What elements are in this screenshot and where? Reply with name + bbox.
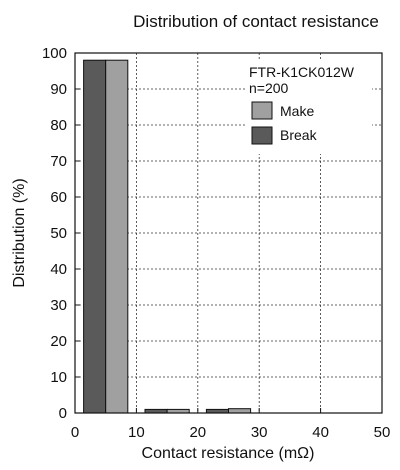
y-tick-label: 80 [50, 117, 67, 134]
y-tick-label: 0 [59, 405, 67, 422]
x-tick-label: 40 [312, 424, 329, 441]
y-tick-label: 100 [42, 45, 67, 62]
y-tick-label: 20 [50, 333, 67, 350]
legend-label-break: Break [280, 127, 318, 143]
x-tick-label: 50 [374, 424, 391, 441]
legend-part-number: FTR-K1CK012W [249, 64, 355, 80]
x-tick-label: 0 [71, 424, 79, 441]
bar-make [105, 59, 129, 414]
chart-title: Distribution of contact resistance [133, 12, 379, 31]
y-tick-label: 30 [50, 297, 67, 314]
bar-break [83, 59, 107, 414]
x-tick-label: 20 [189, 424, 206, 441]
bars [83, 59, 252, 414]
y-tick-label: 70 [50, 153, 67, 170]
y-tick-label: 90 [50, 81, 67, 98]
legend-swatch-make [251, 101, 273, 120]
y-tick-label: 10 [50, 369, 67, 386]
y-tick-label: 50 [50, 225, 67, 242]
bar-make [228, 408, 252, 414]
y-tick-label: 60 [50, 189, 67, 206]
y-axis-label: Distribution (%) [11, 178, 28, 287]
legend: FTR-K1CK012W n=200 Make Break [246, 60, 372, 154]
legend-label-make: Make [280, 103, 314, 119]
x-tick-label: 30 [251, 424, 268, 441]
legend-swatch-break [251, 126, 273, 145]
y-axis-ticks: 0 10 20 30 40 50 60 70 80 90 100 [42, 45, 80, 422]
x-axis-label: Contact resistance (mΩ) [142, 445, 315, 462]
x-axis-ticks: 0 10 20 30 40 50 [71, 408, 391, 441]
y-tick-label: 40 [50, 261, 67, 278]
legend-sample-size: n=200 [249, 80, 289, 96]
x-tick-label: 10 [128, 424, 145, 441]
